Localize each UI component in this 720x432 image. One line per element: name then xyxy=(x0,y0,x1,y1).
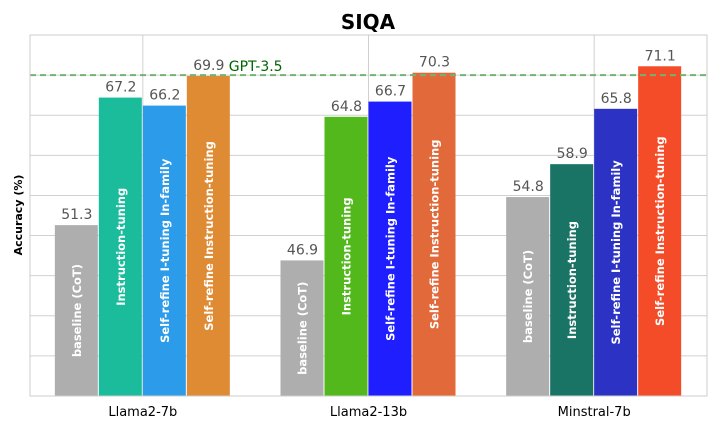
bar-value-label: 58.9 xyxy=(557,146,588,162)
bar-value-label: 69.9 xyxy=(193,58,224,74)
bar-series-label: Self-refine I-tuning In-family xyxy=(609,160,623,345)
bar xyxy=(506,197,550,396)
bar xyxy=(142,105,186,397)
bar-series-label: Self-refine Instruction-tuning xyxy=(653,136,667,326)
bar-series-label: Instruction-tuning xyxy=(565,221,579,339)
bar-value-label: 70.3 xyxy=(419,55,450,71)
bar xyxy=(550,164,594,396)
bar-series-label: Instruction-tuning xyxy=(340,197,354,315)
bars xyxy=(54,66,682,397)
x-tick-label: Minstral-7b xyxy=(558,405,631,420)
bar xyxy=(54,225,98,396)
bar-series-label: baseline (CoT) xyxy=(296,282,310,375)
bar-value-label: 67.2 xyxy=(105,80,136,96)
x-tick-label: Llama2-7b xyxy=(108,405,177,420)
bar-series-label: Self-refine Instruction-tuning xyxy=(202,141,216,331)
bar-series-label: baseline (CoT) xyxy=(70,264,84,357)
bar-value-label: 66.7 xyxy=(375,84,406,100)
y-axis-label: Accuracy (%) xyxy=(12,175,25,256)
reference-line-label: GPT-3.5 xyxy=(229,59,283,75)
bar-value-label: 46.9 xyxy=(287,242,318,258)
bar-value-label: 64.8 xyxy=(331,99,362,115)
plot-border xyxy=(29,34,708,397)
bar-value-label: 66.2 xyxy=(149,88,180,104)
bar-series-label: Instruction-tuning xyxy=(114,188,128,306)
reference-line-group: GPT-3.5 xyxy=(30,59,707,77)
x-tick-label: Llama2-13b xyxy=(330,405,407,420)
bar xyxy=(594,108,638,396)
bar-value-label: 65.8 xyxy=(601,91,632,107)
bar xyxy=(280,260,324,396)
bar xyxy=(324,116,368,397)
bar-series-label: Self-refine I-tuning In-family xyxy=(384,156,398,341)
bar xyxy=(186,75,230,396)
labels: 51.3 baseline (CoT) 67.2 Instruction-tuning… xyxy=(61,48,676,420)
bar-value-label: 71.1 xyxy=(645,48,676,64)
bar-value-label: 51.3 xyxy=(61,207,92,223)
plot-frame xyxy=(29,34,708,397)
bar-series-label: Self-refine I-tuning In-family xyxy=(158,158,172,343)
bar-series-label: baseline (CoT) xyxy=(521,250,535,343)
bar-series-label: Self-refine Instruction-tuning xyxy=(428,140,442,330)
chart-title: SIQA xyxy=(341,10,396,34)
bar xyxy=(638,66,682,396)
bar xyxy=(368,101,412,396)
bar xyxy=(412,72,456,397)
bar-value-label: 54.8 xyxy=(513,179,544,195)
bar xyxy=(98,97,142,396)
